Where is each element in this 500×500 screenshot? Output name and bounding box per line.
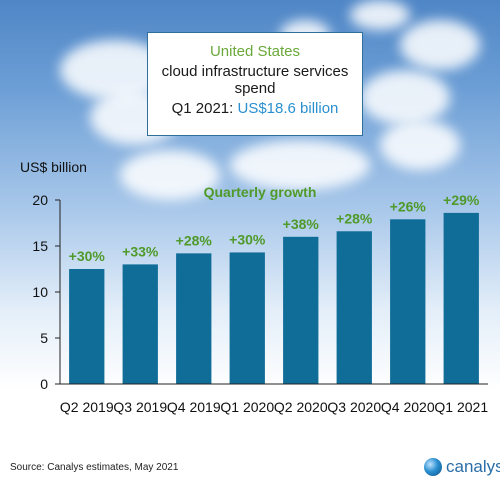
chart-title-total: US$18.6 billion <box>237 100 339 117</box>
x-axis-labels: Q2 2019 Q3 2019 Q4 2019 Q1 2020 Q2 2020 Q3 20… <box>60 399 488 415</box>
y-tick-label: 15 <box>32 238 48 254</box>
x-category-label: Q3 2020 <box>327 399 381 415</box>
growth-label: +33% <box>122 243 159 259</box>
y-axis-ticks: 0 5 10 15 20 <box>32 192 60 392</box>
x-category-label: Q2 2020 <box>274 399 328 415</box>
bars <box>69 212 479 384</box>
source-note: Source: Canalys estimates, May 2021 <box>10 462 179 473</box>
x-category-label: Q3 2019 <box>113 399 167 415</box>
cloud-decoration <box>400 20 480 70</box>
canalys-logo: canalys <box>424 452 500 482</box>
x-category-label: Q1 2020 <box>220 399 274 415</box>
growth-subtitle: Quarterly growth <box>204 184 317 200</box>
bar-q2-2020 <box>283 236 319 384</box>
bar-q3-2019 <box>122 264 158 384</box>
chart-title-period: Q1 2021: US$18.6 billion <box>148 100 362 117</box>
y-tick-label: 20 <box>32 192 48 208</box>
chart-title-region: United States <box>209 43 301 60</box>
cloud-decoration <box>360 70 450 125</box>
cloud-decoration <box>230 140 370 190</box>
logo-wordmark: canalys <box>446 457 500 476</box>
bar-q4-2019 <box>176 253 212 384</box>
bar-q3-2020 <box>336 231 372 384</box>
globe-icon <box>424 458 442 476</box>
cloud-decoration <box>120 150 220 200</box>
y-tick-label: 0 <box>40 376 48 392</box>
growth-label: +29% <box>443 192 480 208</box>
growth-label: +30% <box>229 231 266 247</box>
y-tick-label: 10 <box>32 284 48 300</box>
bar-q4-2020 <box>390 219 426 384</box>
y-tick-label: 5 <box>40 330 48 346</box>
bar-q2-2019 <box>69 269 105 384</box>
bar-q1-2020 <box>229 252 265 384</box>
y-axis-label: US$ billion <box>20 159 87 175</box>
x-category-label: Q1 2021 <box>434 399 488 415</box>
x-category-label: Q4 2020 <box>381 399 435 415</box>
chart-title-metric: cloud infrastructure services spend <box>161 63 349 97</box>
title-box: United States cloud infrastructure servi… <box>147 32 363 136</box>
growth-label: +30% <box>69 248 106 264</box>
x-category-label: Q4 2019 <box>167 399 221 415</box>
growth-label: +28% <box>176 232 213 248</box>
growth-label: +38% <box>283 216 320 232</box>
cloud-decoration <box>380 120 460 170</box>
growth-label: +28% <box>336 210 373 226</box>
growth-label: +26% <box>390 198 427 214</box>
chart-title-period-label: Q1 2021: <box>171 100 238 117</box>
cloud-decoration <box>350 0 410 30</box>
bar-q1-2021 <box>443 212 479 384</box>
x-category-label: Q2 2019 <box>60 399 114 415</box>
growth-labels: +30% +33% +28% +30% +38% +28% +26% +29% <box>69 192 480 264</box>
